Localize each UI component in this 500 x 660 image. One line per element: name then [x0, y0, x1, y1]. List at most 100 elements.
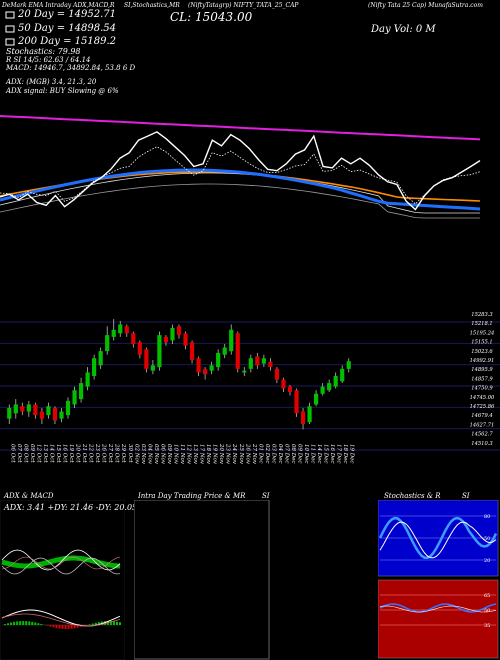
macd-histogram-bar [115, 621, 118, 625]
macd-histogram-bar [97, 622, 100, 625]
stoch-level-label: 50 [484, 536, 490, 542]
macd-histogram-bar [91, 623, 94, 625]
candle-body [307, 406, 312, 423]
macd-histogram-bar [16, 621, 19, 625]
macd-histogram-bar [22, 621, 25, 625]
rsi-level-label: 35 [484, 623, 490, 629]
price-tick-label: 15195.24 [470, 330, 495, 336]
date-tick-label: 15 Dec [323, 444, 329, 464]
candle-body [7, 408, 12, 419]
candle-body [248, 358, 253, 369]
date-tick-label: 06 Oct [9, 444, 15, 463]
ema20-swatch [5, 11, 15, 19]
date-tick-label: 09 Dec [297, 444, 303, 464]
adx-values: ADX: 3.41 +DY: 21.46 -DY: 20.05 [4, 503, 138, 512]
date-tick-label: 22 Oct [88, 443, 94, 463]
intraday-title: Intra Day Trading Price & MR [138, 492, 246, 500]
candle-body [13, 404, 18, 414]
price-tick-label: 14750.9 [471, 386, 493, 392]
candle-body [118, 324, 123, 334]
macd-histogram-bar [73, 625, 76, 629]
date-tick-label: 03 Nov [140, 444, 146, 465]
candle-body [72, 390, 77, 405]
candle-body [78, 383, 84, 400]
date-tick-label: 19 Nov [212, 444, 218, 465]
candle-body [346, 361, 351, 369]
ema200-swatch [5, 38, 15, 46]
stoch-rsi-suffix: SI [462, 492, 470, 500]
date-tick-label: 17 Nov [199, 444, 205, 465]
header-line1-left: DeMark EMA Intraday ADX,MACD,R [2, 2, 115, 9]
ema200-label: 200 Day = 15189.2 [18, 36, 116, 47]
rsi-area [378, 579, 499, 659]
candlestick-chart: 15283.3 15218.1 15195.24 15155.1 15023.6 1499… [0, 312, 500, 465]
price-tick-label: 14725.86 [470, 404, 495, 410]
candle-body [183, 333, 188, 346]
candle-body [281, 379, 286, 389]
candle-body [235, 333, 240, 369]
adx-macd-panel [0, 500, 125, 660]
date-tick-label: 23 Oct [94, 443, 100, 463]
date-tick-label: 28 Oct [114, 443, 120, 463]
date-tick-label: 11 Nov [179, 444, 185, 465]
macd-histogram-bar [7, 623, 10, 625]
macd-histogram-bar [61, 625, 64, 629]
macd-line [1, 609, 121, 627]
date-tick-label: 29 Oct [120, 443, 126, 463]
candle-body [144, 349, 149, 369]
candle-body [300, 411, 306, 424]
date-tick-label: 13 Oct [42, 444, 48, 463]
legend-swatches [5, 11, 15, 46]
date-tick-label: 27 Oct [107, 443, 113, 463]
ema50-line-b [0, 183, 480, 219]
candle-body [163, 336, 169, 343]
date-tick-label: 17 Dec [336, 444, 342, 464]
macd-histogram-bar [25, 621, 28, 625]
date-tick-label: 11 Dec [310, 444, 316, 464]
date-tick-label: 02 Dec [264, 444, 270, 464]
date-tick-label: 24 Nov [231, 443, 237, 465]
candle-body [52, 408, 58, 421]
stoch-level-label: 20 [484, 558, 490, 564]
candle-body [314, 393, 319, 405]
date-tick-label: 02 Nov [133, 444, 139, 465]
rsi-level-label: 50 [484, 608, 490, 614]
date-tick-label: 04 Nov [146, 444, 152, 465]
rsi-label: R SI 14/5: 62.63 / 64.14 [6, 56, 91, 64]
candle-body [255, 356, 260, 366]
price-tick-label: 14857.9 [471, 376, 493, 382]
macd-histogram-bar [49, 625, 52, 627]
date-tick-label: 18 Nov [205, 444, 211, 465]
date-tick-label: 10 Nov [172, 444, 178, 465]
plus-di-line [1, 549, 121, 571]
candle-body [176, 326, 182, 336]
date-tick-label: 07 Oct [16, 444, 22, 463]
candle-body [320, 386, 325, 394]
candle-body [294, 390, 299, 414]
date-tick-label: 20 Oct [75, 443, 81, 463]
macd-histogram-bar [31, 621, 34, 625]
candle-body [20, 406, 25, 412]
adx-line [1, 556, 121, 570]
candle-body [170, 328, 175, 341]
date-tick-label: 04 Dec [277, 444, 283, 464]
candle-body [59, 411, 64, 419]
candle-body [274, 368, 280, 380]
dotted-line [0, 146, 481, 205]
candle-body [209, 365, 214, 371]
date-tick-label: 12 Nov [186, 444, 192, 465]
header-line1-mid: SI,Stochastics,MR [124, 2, 180, 9]
stoch-level-label: 80 [484, 514, 490, 520]
candle-body [333, 376, 338, 387]
candle-body [150, 365, 155, 371]
date-tick-label: 05 Nov [153, 444, 159, 465]
candle-body [340, 368, 345, 382]
date-tick-label: 18 Dec [342, 444, 348, 464]
price-tick-label: 15023.6 [471, 349, 493, 355]
date-tick-label: 09 Oct [29, 444, 35, 463]
date-tick-label: 20 Nov [218, 443, 224, 465]
date-tick-label: 26 Nov [244, 443, 250, 465]
macd-histogram-bar [119, 622, 121, 625]
intraday-suffix: SI [262, 492, 270, 500]
date-tick-label: 23 Nov [225, 443, 231, 465]
